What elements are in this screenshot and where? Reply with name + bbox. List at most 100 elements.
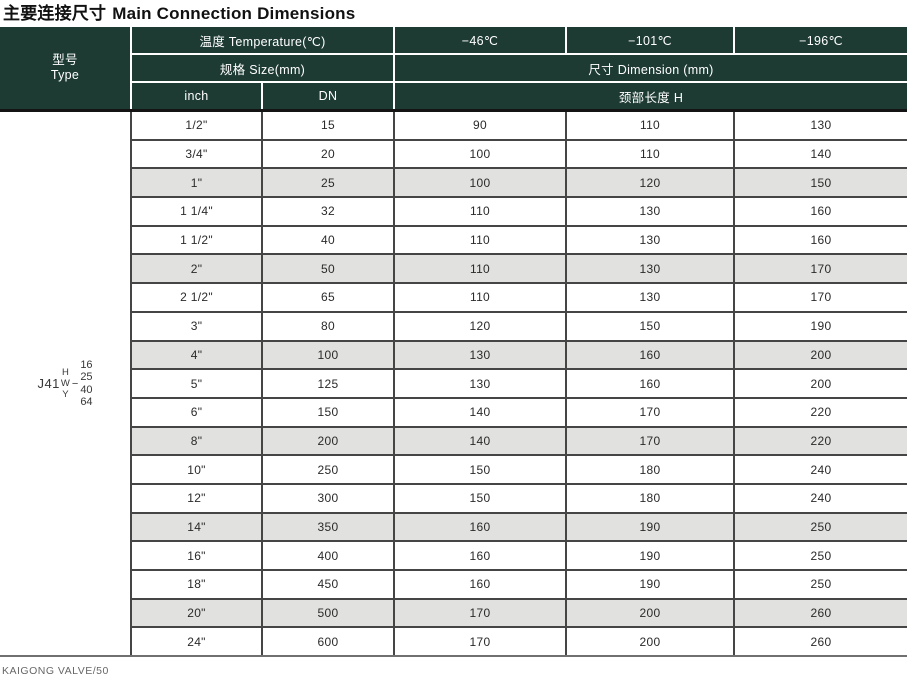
cell-h101: 180 [567,484,733,512]
header-temp-minus196: −196℃ [735,27,907,53]
cell-dn: 25 [263,169,393,197]
cell-dn: 200 [263,427,393,455]
header-dimension: 尺寸 Dimension (mm) [395,55,907,81]
cell-h101: 170 [567,427,733,455]
cell-h46: 160 [395,542,565,569]
cell-inch: 1 1/4" [132,198,261,225]
cell-h101: 130 [567,284,733,311]
cell-h196: 260 [735,599,907,627]
cell-inch: 1/2" [132,112,261,139]
cell-h101: 130 [567,198,733,225]
cell-h101: 190 [567,513,733,541]
cell-h46: 90 [395,112,565,139]
header-type: 型号 Type [0,27,130,109]
cell-dn: 350 [263,513,393,541]
cell-h196: 130 [735,112,907,139]
cell-dn: 50 [263,255,393,283]
cell-dn: 450 [263,571,393,598]
type-code-number-64: 64 [80,396,93,409]
cell-h196: 250 [735,513,907,541]
type-code-number-40: 40 [80,383,93,396]
footer-text: KAIGONG VALVE/50 [2,665,109,678]
cell-h46: 110 [395,226,565,254]
type-code-letter-h: H [61,367,69,379]
cell-inch: 10" [132,456,261,483]
cell-dn: 500 [263,599,393,627]
cell-h46: 120 [395,312,565,340]
type-code-cell: J41 H W Y − 16 25 40 64 [0,112,130,656]
type-code-letter-w: W [60,378,70,390]
cell-h101: 190 [567,542,733,569]
cell-inch: 16" [132,542,261,569]
cell-inch: 2 1/2" [132,284,261,311]
cell-h101: 180 [567,456,733,483]
cell-dn: 100 [263,341,393,369]
header-dn: DN [263,83,393,109]
header-inch: inch [132,83,261,109]
cell-h46: 110 [395,255,565,283]
cell-inch: 20" [132,599,261,627]
header-type-zh: 型号 [52,53,78,67]
header-temp-minus46: −46℃ [395,27,565,53]
cell-h196: 200 [735,341,907,369]
cell-inch: 6" [132,398,261,426]
type-code-number-25: 25 [80,371,93,384]
cell-dn: 65 [263,284,393,311]
cell-h196: 240 [735,456,907,483]
cell-h46: 140 [395,398,565,426]
cell-h196: 250 [735,571,907,598]
cell-inch: 8" [132,427,261,455]
header-temp-minus101: −101℃ [567,27,733,53]
cell-h46: 160 [395,513,565,541]
cell-h196: 250 [735,542,907,569]
cell-h101: 150 [567,312,733,340]
cell-dn: 125 [263,370,393,397]
cell-h101: 130 [567,255,733,283]
header-neck-length: 颈部长度 H [395,83,907,109]
cell-h196: 220 [735,427,907,455]
cell-inch: 1 1/2" [132,226,261,254]
type-code-letters: H W Y [61,367,70,400]
cell-h101: 190 [567,571,733,598]
cell-inch: 3/4" [132,140,261,168]
cell-h101: 160 [567,341,733,369]
cell-h101: 200 [567,599,733,627]
cell-h196: 160 [735,226,907,254]
cell-h46: 170 [395,628,565,656]
cell-h196: 140 [735,140,907,168]
cell-h46: 150 [395,456,565,483]
header-type-en: Type [50,68,80,82]
cell-h101: 120 [567,169,733,197]
cell-h196: 160 [735,198,907,225]
cell-h196: 200 [735,370,907,397]
cell-dn: 300 [263,484,393,512]
cell-inch: 24" [132,628,261,656]
cell-h46: 100 [395,169,565,197]
cell-dn: 600 [263,628,393,656]
cell-h101: 130 [567,226,733,254]
page-title-zh: 主要连接尺寸 [3,4,107,23]
cell-h46: 150 [395,484,565,512]
cell-h196: 240 [735,484,907,512]
cell-h196: 150 [735,169,907,197]
cell-h46: 170 [395,599,565,627]
cell-inch: 18" [132,571,261,598]
type-code: J41 H W Y − 16 25 40 64 [37,359,92,409]
page-title: 主要连接尺寸 Main Connection Dimensions [3,4,907,24]
cell-dn: 40 [263,226,393,254]
cell-h196: 260 [735,628,907,656]
type-code-dash: − [71,377,79,390]
cell-h46: 130 [395,341,565,369]
type-code-numbers: 16 25 40 64 [80,359,92,409]
cell-h196: 220 [735,398,907,426]
cell-dn: 20 [263,140,393,168]
cell-dn: 15 [263,112,393,139]
cell-dn: 400 [263,542,393,569]
cell-inch: 14" [132,513,261,541]
cell-inch: 1" [132,169,261,197]
table-body: J41 H W Y − 16 25 40 64 1/2" 15 90 110 130 3/… [0,112,907,658]
cell-h196: 170 [735,255,907,283]
cell-inch: 5" [132,370,261,397]
cell-h46: 100 [395,140,565,168]
cell-h46: 110 [395,284,565,311]
